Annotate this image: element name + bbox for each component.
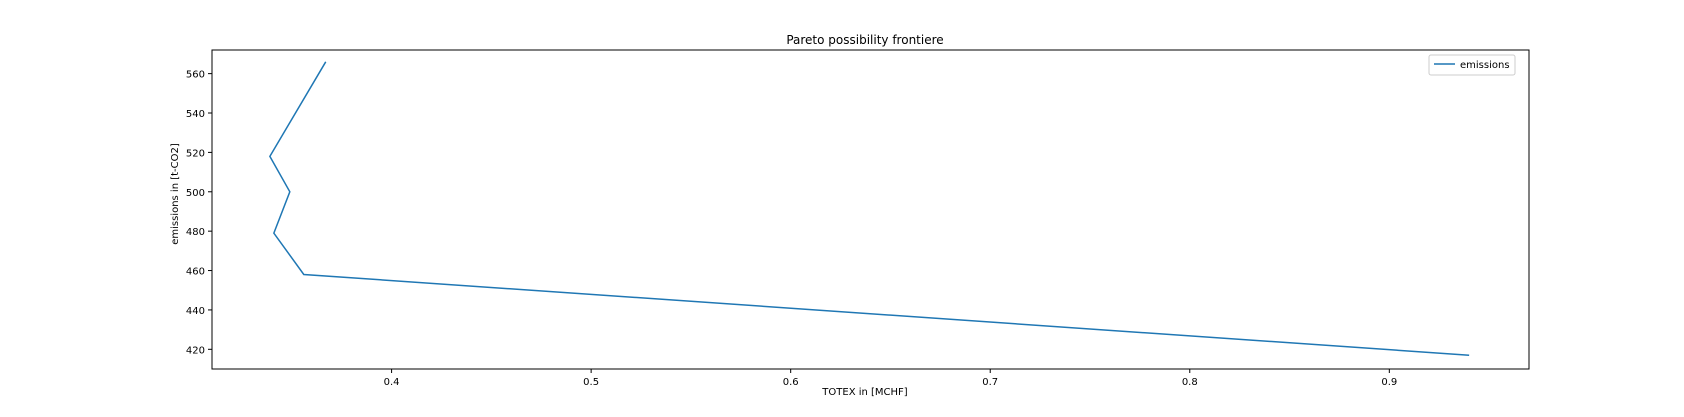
y-tick-label: 500 xyxy=(186,188,205,199)
y-axis-label: emissions in [t-CO2] xyxy=(170,143,181,245)
x-axis-label: TOTEX in [MCHF] xyxy=(821,387,908,398)
plot-area xyxy=(269,61,1470,356)
y-tick-label: 560 xyxy=(186,70,205,81)
y-axis: 420 440 460 480 500 520 540 560 xyxy=(186,70,212,356)
x-tick-label: 0.7 xyxy=(982,377,998,388)
x-tick-label: 0.8 xyxy=(1182,377,1198,388)
x-axis: 0.4 0.5 0.6 0.7 0.8 0.9 xyxy=(384,369,1397,388)
chart-title: Pareto possibility frontiere xyxy=(786,33,943,47)
legend-box xyxy=(1428,54,1516,76)
y-tick-label: 540 xyxy=(186,109,205,120)
x-tick-label: 0.4 xyxy=(384,377,400,388)
legend-label-emissions: emissions xyxy=(1460,60,1510,71)
x-tick-label: 0.9 xyxy=(1381,377,1397,388)
y-tick-label: 420 xyxy=(186,345,205,356)
y-tick-label: 520 xyxy=(186,148,205,159)
legend: emissions xyxy=(1428,54,1516,76)
plot-frame xyxy=(211,49,1530,370)
x-tick-label: 0.6 xyxy=(783,377,799,388)
x-tick-label: 0.5 xyxy=(583,377,599,388)
y-tick-label: 440 xyxy=(186,306,205,317)
y-tick-label: 480 xyxy=(186,227,205,238)
y-tick-label: 460 xyxy=(186,267,205,278)
series-line-emissions xyxy=(269,61,1470,356)
